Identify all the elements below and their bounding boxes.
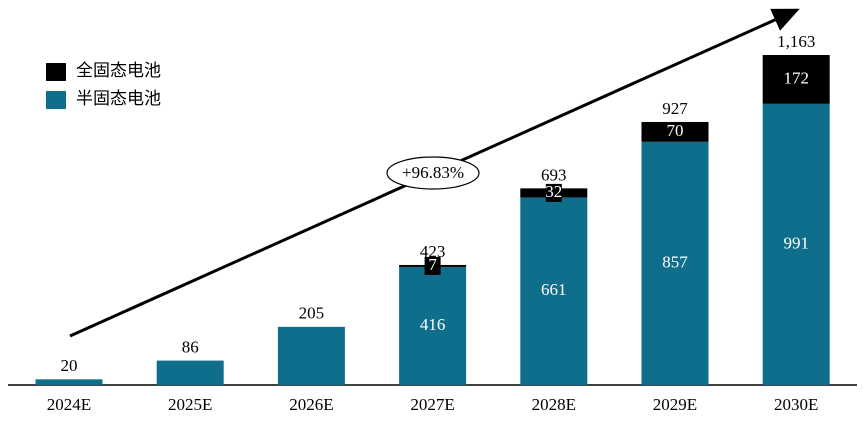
- segment-label: 416: [420, 315, 446, 334]
- bar-segment: [762, 54, 830, 104]
- segment-label: 991: [783, 233, 809, 252]
- total-label: 205: [299, 304, 325, 323]
- bar-segment: [35, 379, 103, 385]
- total-label: 927: [662, 99, 688, 118]
- label-box: [424, 256, 441, 275]
- legend-swatch: [46, 91, 66, 109]
- annotation: +96.83%: [402, 163, 464, 182]
- legend-swatch: [46, 63, 66, 81]
- legend-label: 全固态电池: [76, 61, 161, 80]
- bar-segment: [277, 326, 345, 385]
- total-label: 86: [182, 338, 199, 357]
- bar-segment: [156, 360, 224, 385]
- segment-label: 661: [541, 280, 567, 299]
- legend-label: 半固态电池: [76, 89, 161, 108]
- x-tick-label: 2028E: [532, 395, 576, 414]
- total-label: 20: [61, 356, 78, 375]
- segment-label: 172: [783, 68, 809, 87]
- label-box: [667, 122, 683, 141]
- bar-segment: [399, 266, 467, 385]
- bar-segment: [762, 103, 830, 386]
- x-tick-label: 2030E: [774, 395, 818, 414]
- bar-segment: [520, 197, 588, 385]
- total-label: 693: [541, 165, 567, 184]
- annotation-ellipse: [386, 156, 480, 190]
- x-tick-label: 2027E: [410, 395, 454, 414]
- x-tick-label: 2029E: [653, 395, 697, 414]
- x-tick-label: 2026E: [289, 395, 333, 414]
- x-tick-label: 2025E: [168, 395, 212, 414]
- total-label: 423: [420, 242, 446, 261]
- segment-label: 7: [428, 255, 437, 274]
- total-label: 1,163: [777, 32, 815, 51]
- segment-label: 857: [662, 252, 688, 271]
- x-tick-label: 2024E: [47, 395, 91, 414]
- segment-label: 70: [667, 121, 684, 140]
- label-box: [545, 183, 562, 202]
- bar-segment: [641, 141, 709, 385]
- segment-label: 32: [545, 182, 562, 201]
